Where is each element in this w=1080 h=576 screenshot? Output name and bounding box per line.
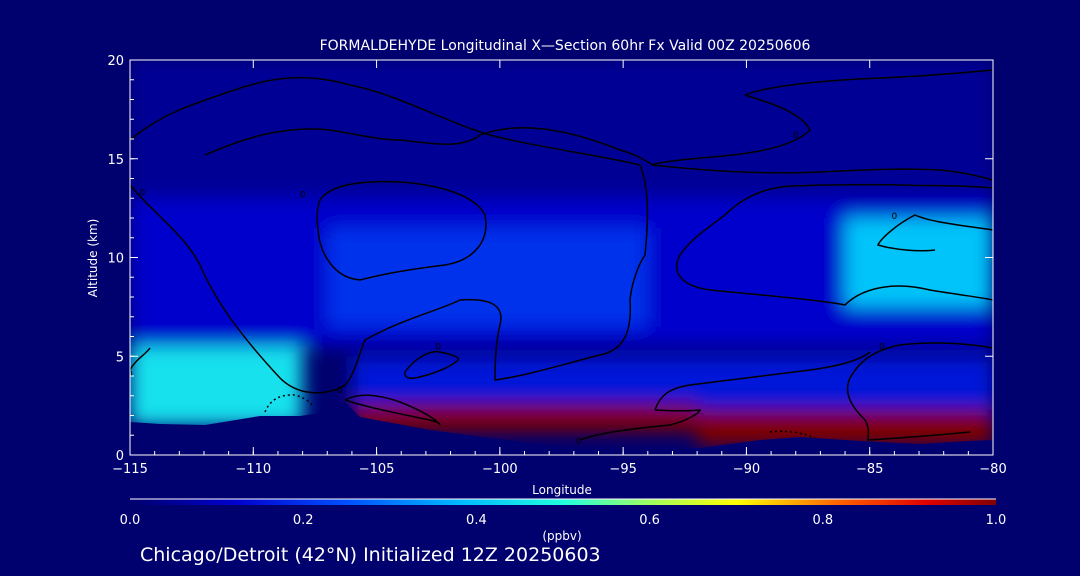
contour-line [130, 184, 646, 394]
x-tick-label: −105 [359, 462, 395, 477]
y-tick-label: 5 [116, 350, 124, 365]
x-tick-label: −100 [482, 462, 518, 477]
y-tick-label: 20 [107, 54, 124, 69]
x-tick-label: −115 [112, 462, 148, 477]
colorbar-tick-label: 0.2 [293, 513, 314, 528]
x-tick-label: −85 [856, 462, 883, 477]
terrain-mask [130, 402, 993, 455]
colorbar-tick-label: 0.8 [812, 513, 833, 528]
chart-title: FORMALDEHYDE Longitudinal X—Section 60hr… [320, 38, 811, 54]
contour-line [769, 430, 816, 439]
y-tick-label: 0 [116, 449, 124, 464]
contour-label: 0 [576, 437, 582, 447]
contour-line [579, 409, 701, 441]
colorbar-tick-label: 0.0 [120, 513, 141, 528]
y-tick-label: 10 [107, 252, 124, 267]
contour-line [130, 347, 151, 371]
contour-line [846, 342, 993, 441]
contour-label: 0 [127, 370, 133, 380]
contour-line [404, 350, 460, 379]
contour-line [264, 394, 313, 413]
colorbar-label: (ppbv) [542, 529, 581, 543]
x-axis-label: Longitude [532, 483, 592, 497]
contour-line [876, 214, 993, 252]
contour-line [344, 394, 441, 426]
heatmap-cell [130, 60, 993, 199]
heatmap-cell [130, 346, 303, 426]
y-tick-label: 15 [107, 153, 124, 168]
heatmap-cell [845, 218, 993, 307]
contour-label: 0 [892, 212, 898, 222]
colorbar [130, 499, 996, 505]
y-axis-label: Altitude (km) [86, 219, 100, 298]
x-tick-label: −90 [733, 462, 760, 477]
colorbar-tick-label: 0.4 [466, 513, 487, 528]
contour-line [316, 180, 487, 281]
contour-line [130, 76, 649, 256]
contour-label: 0 [300, 190, 306, 200]
contour-line [651, 94, 993, 181]
contour-line [676, 183, 993, 306]
heatmap-cell [697, 409, 993, 446]
x-tick-label: −110 [235, 462, 271, 477]
contour-line [654, 351, 871, 411]
contour-label: 0 [139, 188, 145, 198]
contour-line [744, 69, 993, 96]
colorbar-tick-label: 0.6 [639, 513, 660, 528]
contour-label: 0 [337, 386, 343, 396]
heatmap-cell [327, 227, 648, 327]
contour-label: 0 [879, 342, 885, 352]
colorbar-tick-label: 1.0 [986, 513, 1007, 528]
contour-label: 0 [793, 131, 799, 141]
x-tick-label: −80 [979, 462, 1006, 477]
contour-label: 0 [435, 342, 441, 352]
x-tick-label: −95 [609, 462, 636, 477]
run-info: Chicago/Detroit (42°N) Initialized 12Z 2… [140, 544, 601, 566]
plot-area: 0 0 0 0 0 0 0 0 0 [127, 60, 993, 455]
contour-line [204, 127, 656, 166]
